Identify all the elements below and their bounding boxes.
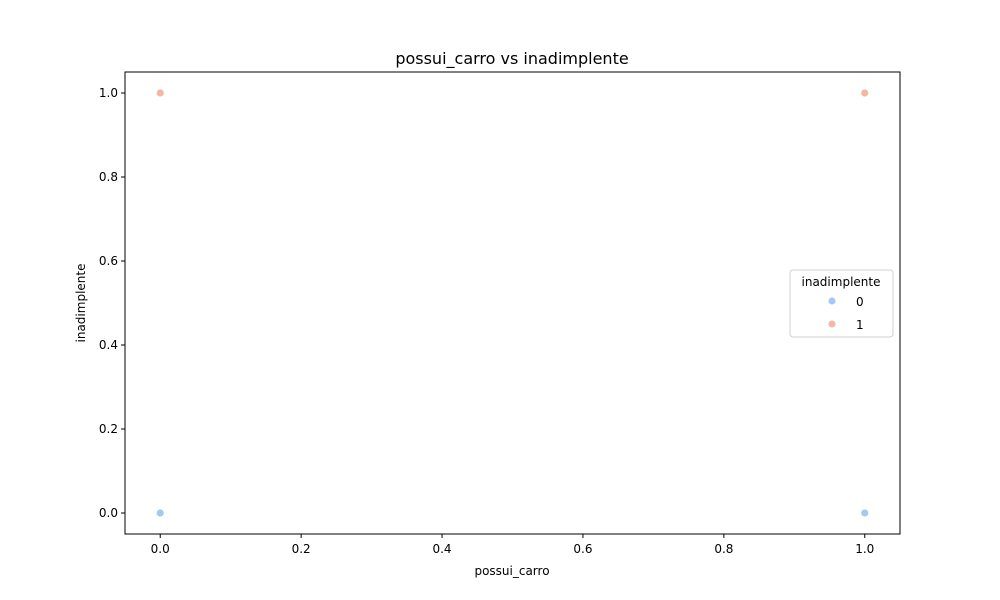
x-tick-label: 0.6 [573, 542, 592, 556]
legend-label-0: 0 [856, 295, 864, 309]
plot-area [124, 71, 901, 535]
x-tick-label: 0.4 [432, 542, 451, 556]
legend: inadimplente 0 1 [789, 269, 894, 338]
y-tick-label: 0.4 [99, 338, 118, 352]
x-tick-label: 0.0 [151, 542, 170, 556]
data-point-series-0 [860, 508, 870, 518]
data-point-series-1 [860, 88, 870, 98]
y-tick-label: 0.8 [99, 170, 118, 184]
x-axis-label: possui_carro [474, 564, 549, 578]
data-point-series-1 [155, 88, 165, 98]
x-axis: 0.0 0.2 0.4 0.6 0.8 1.0 [151, 534, 874, 556]
x-tick-label: 0.8 [714, 542, 733, 556]
legend-marker-0 [828, 297, 836, 305]
x-tick-label: 1.0 [855, 542, 874, 556]
chart-title: possui_carro vs inadimplente [395, 49, 628, 69]
legend-title: inadimplente [802, 275, 881, 289]
data-points [155, 88, 870, 518]
x-tick-label: 0.2 [292, 542, 311, 556]
legend-marker-1 [828, 320, 836, 328]
y-tick-label: 0.6 [99, 254, 118, 268]
y-axis-label: inadimplente [74, 264, 88, 343]
y-tick-label: 0.0 [99, 506, 118, 520]
legend-label-1: 1 [856, 318, 864, 332]
y-tick-label: 0.2 [99, 422, 118, 436]
legend-box [789, 269, 894, 338]
data-point-series-0 [155, 508, 165, 518]
y-tick-label: 1.0 [99, 86, 118, 100]
y-axis: 0.0 0.2 0.4 0.6 0.8 1.0 [99, 86, 125, 520]
